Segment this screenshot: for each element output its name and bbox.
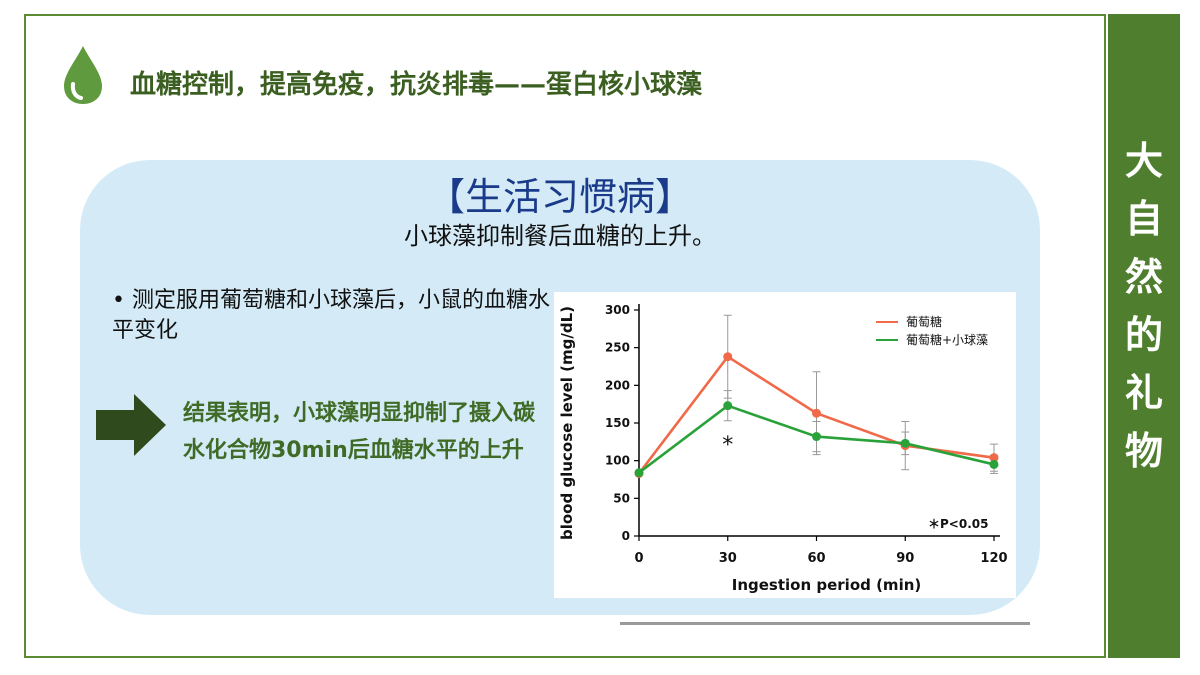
data-point xyxy=(812,432,821,442)
sidebar-char: 自 xyxy=(1124,197,1163,241)
y-tick-label: 200 xyxy=(605,378,630,392)
page-title: 血糖控制，提高免疫，抗炎排毒——蛋白核小球藻 xyxy=(130,70,703,100)
data-point xyxy=(634,468,644,478)
glucose-chart: 0 50 100 150 200 250 300 0 30 60 90 120 Ingestion pe… xyxy=(554,292,1016,598)
x-tick-label: 0 xyxy=(634,551,643,566)
data-point xyxy=(989,453,999,463)
sidebar-banner: 大 自 然 的 礼 物 xyxy=(1108,14,1180,658)
section-tagline: 小球藻抑制餐后血糖的上升。 xyxy=(404,222,716,250)
x-tick-label: 30 xyxy=(719,551,737,566)
x-axis-label: Ingestion period (min) xyxy=(732,576,922,594)
data-point xyxy=(900,438,910,448)
data-point xyxy=(723,352,733,362)
data-point xyxy=(989,459,999,469)
y-axis-label: blood glucose level (mg/dL) xyxy=(558,306,576,540)
data-point xyxy=(723,401,733,411)
x-tick-label: 120 xyxy=(980,551,1007,566)
sidebar-char: 的 xyxy=(1124,313,1163,357)
sidebar-char: 礼 xyxy=(1124,371,1163,415)
water-drop-icon xyxy=(64,46,102,104)
sidebar-char: 然 xyxy=(1124,255,1163,299)
y-tick-label: 300 xyxy=(605,303,630,317)
y-tick-label: 250 xyxy=(605,341,630,355)
p-value-note: ＊P<0.05 xyxy=(928,517,988,531)
x-tick-label: 90 xyxy=(896,551,914,566)
sidebar-char: 物 xyxy=(1124,429,1163,473)
chart-svg: 0 50 100 150 200 250 300 0 30 60 90 120 Ingestion pe… xyxy=(558,303,1008,594)
y-tick-label: 100 xyxy=(605,454,630,468)
y-tick-label: 150 xyxy=(605,416,630,430)
y-tick-label: 50 xyxy=(613,491,630,505)
divider-line xyxy=(620,622,1030,625)
significance-marker: * xyxy=(722,433,733,458)
x-tick-label: 60 xyxy=(807,551,825,566)
right-arrow-icon xyxy=(96,394,166,456)
legend-label: 葡萄糖 xyxy=(906,314,942,329)
y-tick-label: 0 xyxy=(622,529,630,543)
sidebar-char: 大 xyxy=(1124,139,1163,183)
result-text: 结果表明，小球藻明显抑制了摄入碳水化合物30min后血糖水平的上升 xyxy=(183,401,536,463)
bullet-text: • 测定服用葡萄糖和小球藻后，小鼠的血糖水平变化 xyxy=(112,288,550,343)
section-subtitle: 【生活习惯病】 xyxy=(426,175,693,219)
data-point xyxy=(812,408,821,418)
legend-label: 葡萄糖+小球藻 xyxy=(906,332,988,347)
